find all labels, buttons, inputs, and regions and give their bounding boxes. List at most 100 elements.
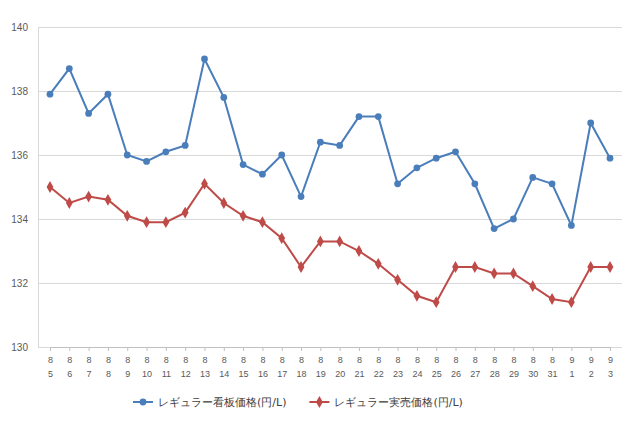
x-tick-label-line: 9: [608, 355, 613, 365]
series: [47, 56, 614, 232]
series-marker: [66, 65, 73, 72]
x-tick-label-line: 8: [106, 369, 111, 379]
x-tick-label: 825: [432, 355, 442, 379]
x-tick-label-line: 8: [415, 355, 420, 365]
x-tick: 829: [509, 347, 519, 379]
series-marker: [259, 171, 266, 178]
legend-label: レギュラー看板価格(円/L): [158, 396, 286, 409]
x-tick-label-line: 15: [239, 369, 249, 379]
x-tick-label-line: 8: [164, 355, 169, 365]
x-tick-label-line: 8: [222, 355, 227, 365]
x-tick-label-line: 30: [528, 369, 538, 379]
grid-line: [38, 91, 622, 92]
legend: レギュラー看板価格(円/L) レギュラー実売価格(円/L): [133, 396, 463, 409]
series-marker: [162, 148, 169, 155]
x-tick-label-line: 8: [125, 355, 130, 365]
x-tick: 813: [200, 347, 210, 379]
x-tick-mark: [513, 347, 514, 351]
x-tick-label-line: 1: [569, 369, 574, 379]
x-tick-label-line: 8: [260, 355, 265, 365]
series-marker: [85, 110, 92, 117]
series-marker: [220, 197, 227, 209]
legend-label: レギュラー実売価格(円/L): [334, 396, 462, 409]
x-tick: 85: [48, 347, 53, 379]
x-tick-label-line: 25: [432, 369, 442, 379]
x-tick-label: 812: [181, 355, 191, 379]
x-tick-mark: [552, 347, 553, 351]
x-tick-label: 827: [470, 355, 480, 379]
series-marker: [394, 274, 401, 286]
series-marker: [491, 268, 498, 280]
x-tick-label-line: 9: [569, 355, 574, 365]
legend-item: レギュラー看板価格(円/L): [133, 396, 286, 409]
x-tick-label: 815: [239, 355, 249, 379]
grid-line: [38, 347, 622, 348]
x-tick: 91: [569, 347, 574, 379]
x-tick-label-line: 8: [376, 355, 381, 365]
x-tick-mark: [571, 347, 572, 351]
x-tick-mark: [301, 347, 302, 351]
series-marker: [510, 216, 517, 223]
series-marker: [568, 296, 575, 308]
x-tick-label: 830: [528, 355, 538, 379]
x-tick-label-line: 22: [374, 369, 384, 379]
x-tick-label-line: 8: [396, 355, 401, 365]
series-group: [47, 56, 614, 308]
y-tick: 140: [11, 22, 622, 33]
series-marker: [452, 261, 459, 273]
x-tick-mark: [69, 347, 70, 351]
series-marker: [220, 94, 227, 101]
x-tick-label-line: 31: [548, 369, 558, 379]
x-tick: 92: [589, 347, 594, 379]
x-tick-mark: [224, 347, 225, 351]
y-tick: 138: [11, 86, 622, 97]
x-tick-mark: [282, 347, 283, 351]
legend-item: レギュラー実売価格(円/L): [309, 396, 462, 409]
series-marker: [607, 155, 614, 162]
x-tick-label-line: 8: [550, 355, 555, 365]
x-tick-label: 814: [219, 355, 229, 379]
x-tick: 811: [162, 347, 171, 379]
series-marker: [105, 194, 112, 206]
x-tick: 828: [490, 347, 500, 379]
x-tick-label: 821: [354, 355, 364, 379]
series-marker: [201, 56, 208, 63]
x-tick: 822: [374, 347, 384, 379]
x-tick-mark: [610, 347, 611, 351]
x-tick: 818: [297, 347, 307, 379]
x-tick-label-line: 17: [277, 369, 287, 379]
legend-marker: [140, 399, 147, 406]
x-tick-label-line: 19: [316, 369, 326, 379]
series: [47, 178, 614, 308]
x-tick: 810: [142, 347, 152, 379]
series-marker: [259, 216, 266, 228]
series-marker: [182, 207, 189, 219]
x-tick: 831: [548, 347, 558, 379]
x-tick-label-line: 8: [492, 355, 497, 365]
x-tick-label-line: 8: [454, 355, 459, 365]
series-marker: [394, 180, 401, 187]
x-tick-label: 89: [125, 355, 130, 379]
series-marker: [162, 216, 169, 228]
x-tick-label: 820: [335, 355, 345, 379]
x-tick-label-line: 24: [412, 369, 422, 379]
x-tick: 827: [470, 347, 480, 379]
series-marker: [47, 91, 54, 98]
series-marker: [105, 91, 112, 98]
x-tick-mark: [243, 347, 244, 351]
x-tick-label-line: 27: [470, 369, 480, 379]
series-marker: [317, 139, 324, 146]
series-marker: [201, 178, 208, 190]
y-tick-label: 132: [11, 278, 28, 289]
x-tick-mark: [50, 347, 51, 351]
series-marker: [471, 261, 478, 273]
x-tick-label-line: 18: [297, 369, 307, 379]
x-tick-label-line: 28: [490, 369, 500, 379]
x-tick: 87: [87, 347, 92, 379]
x-tick-label-line: 14: [219, 369, 229, 379]
x-tick-mark: [475, 347, 476, 351]
y-axis-line: [38, 28, 39, 348]
series-marker: [143, 158, 150, 165]
series-marker: [471, 180, 478, 187]
series-marker: [240, 210, 247, 222]
